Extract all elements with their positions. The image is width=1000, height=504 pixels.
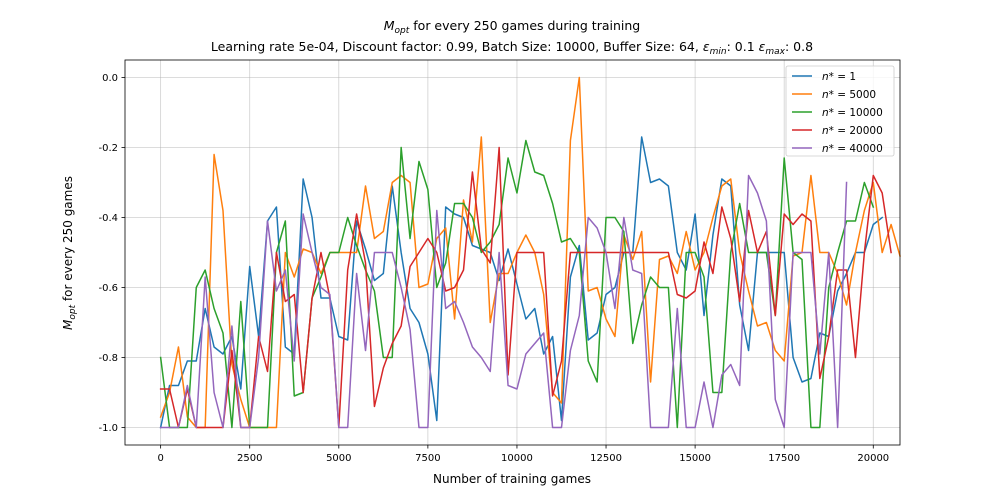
x-tick-label: 0 bbox=[157, 453, 163, 464]
legend-label: n* = 5000 bbox=[822, 89, 876, 101]
x-tick-label: 12500 bbox=[590, 453, 622, 464]
y-tick-label: 0.0 bbox=[102, 73, 118, 84]
legend-label-symbol: n bbox=[822, 125, 829, 137]
subtitle-eps-min-symbol: ε bbox=[703, 39, 710, 54]
x-tick-label: 15000 bbox=[679, 453, 711, 464]
x-tick-label: 20000 bbox=[857, 453, 889, 464]
title-rest: for every 250 games during training bbox=[409, 18, 640, 33]
subtitle-eps-max-sub: max bbox=[765, 47, 785, 57]
legend-label: n* = 40000 bbox=[822, 143, 883, 155]
series-line-n5000 bbox=[159, 76, 901, 429]
ylabel-symbol: M bbox=[61, 319, 75, 330]
subtitle-eps-max-symbol: ε bbox=[759, 39, 766, 54]
x-axis-label: Number of training games bbox=[433, 472, 591, 486]
legend-label-symbol: n bbox=[822, 107, 829, 119]
legend-label: n* = 10000 bbox=[822, 107, 883, 119]
series-line-n10000 bbox=[159, 139, 875, 429]
plot-frame bbox=[124, 59, 901, 446]
x-tick-label: 7500 bbox=[415, 453, 440, 464]
ylabel-rest: for every 250 games bbox=[61, 176, 75, 305]
chart-title: Mopt for every 250 games during training bbox=[384, 18, 640, 36]
y-tick-label: -0.6 bbox=[98, 283, 118, 294]
legend-label: n* = 20000 bbox=[822, 125, 883, 137]
y-tick-label: -1.0 bbox=[98, 423, 118, 434]
legend-box bbox=[785, 65, 895, 157]
subtitle-eps-min-sub: min bbox=[710, 47, 727, 57]
y-tick-label: -0.8 bbox=[98, 353, 118, 364]
series-line-n40000 bbox=[159, 174, 848, 429]
ylabel-subscript: opt bbox=[68, 304, 78, 319]
x-tick-label: 17500 bbox=[768, 453, 800, 464]
legend-label-symbol: n bbox=[822, 143, 829, 155]
y-axis-label: Mopt for every 250 games bbox=[61, 176, 78, 330]
subtitle-eps-max-value: : 0.8 bbox=[785, 39, 813, 54]
legend-label-rest: * = 1 bbox=[829, 71, 856, 83]
title-subscript: opt bbox=[395, 26, 410, 36]
legend-label-rest: * = 5000 bbox=[829, 89, 876, 101]
legend-label-symbol: n bbox=[822, 71, 829, 83]
y-tick-label: -0.4 bbox=[98, 213, 118, 224]
legend-label-symbol: n bbox=[822, 89, 829, 101]
x-tick-label: 10000 bbox=[501, 453, 533, 464]
legend-label: n* = 1 bbox=[822, 71, 856, 83]
ticks: 0 2500 5000 7500 10000 12500 15000 17500 20000 -1… bbox=[98, 73, 889, 464]
series-line-n20000 bbox=[159, 146, 892, 429]
y-tick-label: -0.2 bbox=[98, 143, 118, 154]
chart-subtitle: Learning rate 5e-04, Discount factor: 0.… bbox=[211, 39, 813, 57]
legend-label-rest: * = 20000 bbox=[829, 125, 883, 137]
subtitle-prefix: Learning rate 5e-04, Discount factor: 0.… bbox=[211, 39, 703, 54]
legend-label-rest: * = 40000 bbox=[829, 143, 883, 155]
series-layer bbox=[159, 76, 901, 429]
legend-label-rest: * = 10000 bbox=[829, 107, 883, 119]
x-tick-label: 2500 bbox=[237, 453, 262, 464]
x-tick-label: 5000 bbox=[326, 453, 351, 464]
subtitle-eps-min-value: : 0.1 bbox=[727, 39, 759, 54]
title-symbol: M bbox=[384, 18, 395, 33]
